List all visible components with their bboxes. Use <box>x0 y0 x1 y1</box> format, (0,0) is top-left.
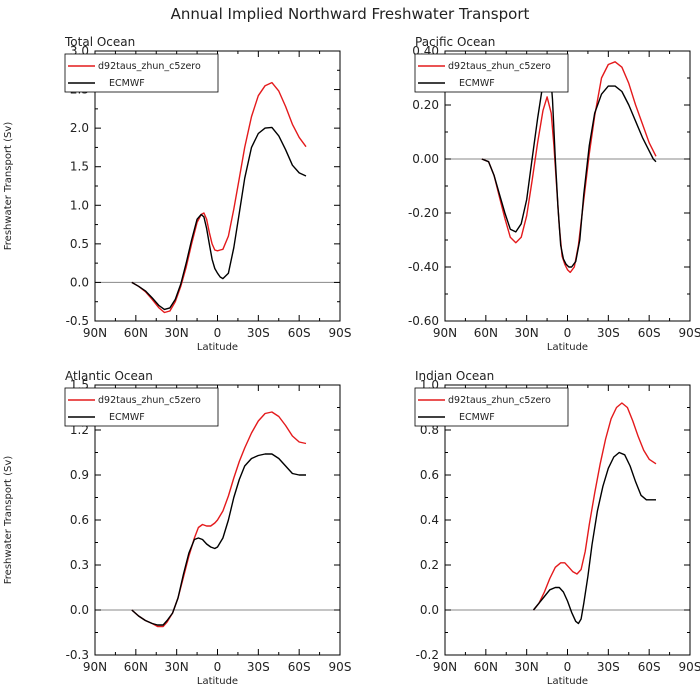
x-tick-label: 30N <box>165 326 189 340</box>
x-axis-label: Latitude <box>197 676 238 687</box>
legend: d92taus_zhun_c5zero ECMWF <box>414 387 569 427</box>
x-tick-label: 60S <box>638 326 661 340</box>
x-tick-label: 60N <box>474 660 498 674</box>
x-tick-label: 60S <box>638 660 661 674</box>
series-line-ecmwf <box>481 61 657 268</box>
y-tick-label: 0.6 <box>70 513 89 527</box>
legend-label: ECMWF <box>459 412 495 423</box>
x-axis-label: Latitude <box>547 676 588 687</box>
legend: d92taus_zhun_c5zero ECMWF <box>64 53 219 93</box>
x-tick-label: 0 <box>564 660 572 674</box>
legend-label: d92taus_zhun_c5zero <box>448 395 551 406</box>
panel-title: Atlantic Ocean <box>65 369 153 383</box>
series-line-model <box>481 61 657 274</box>
legend-box <box>414 387 569 427</box>
legend-label: d92taus_zhun_c5zero <box>448 61 551 72</box>
legend-label: ECMWF <box>459 78 495 89</box>
x-tick-label: 60N <box>124 326 148 340</box>
chart-panels: -0.50.00.51.01.52.02.53.090N60N30N030S60… <box>3 35 700 687</box>
y-tick-label: 0.6 <box>420 468 439 482</box>
x-axis-label: Latitude <box>547 342 588 353</box>
x-tick-label: 90N <box>83 660 107 674</box>
x-tick-label: 30N <box>515 660 539 674</box>
y-tick-label: -0.40 <box>408 260 439 274</box>
x-tick-label: 30S <box>247 660 270 674</box>
panel-title: Total Ocean <box>64 35 135 49</box>
panel-title: Pacific Ocean <box>415 35 495 49</box>
legend-label: ECMWF <box>109 78 145 89</box>
x-tick-label: 0 <box>214 660 222 674</box>
y-tick-label: 0.8 <box>420 423 439 437</box>
series-line-ecmwf <box>131 453 306 626</box>
panel-title: Indian Ocean <box>415 369 494 383</box>
y-tick-label: 0.20 <box>412 98 439 112</box>
x-tick-label: 30N <box>165 660 189 674</box>
x-tick-label: 60N <box>124 660 148 674</box>
series-line-model <box>532 402 657 611</box>
y-tick-label: 1.2 <box>70 423 89 437</box>
legend-box <box>64 53 219 93</box>
chart-panel-1: -0.50.00.51.01.52.02.53.090N60N30N030S60… <box>3 35 351 353</box>
x-tick-label: 30S <box>597 660 620 674</box>
x-tick-label: 90N <box>433 660 457 674</box>
y-tick-label: 0.4 <box>420 513 439 527</box>
x-tick-label: 90S <box>679 326 700 340</box>
y-axis-label: Freshwater Transport (Sv) <box>3 122 14 251</box>
y-tick-label: -0.60 <box>408 314 439 328</box>
y-tick-label: -0.5 <box>66 314 89 328</box>
y-tick-label: 0.00 <box>412 152 439 166</box>
y-axis-label: Freshwater Transport (Sv) <box>3 456 14 585</box>
y-tick-label: 0.0 <box>70 603 89 617</box>
legend-label: d92taus_zhun_c5zero <box>98 395 201 406</box>
x-tick-label: 90N <box>83 326 107 340</box>
x-tick-label: 90S <box>679 660 700 674</box>
y-tick-label: -0.20 <box>408 206 439 220</box>
y-tick-label: 0.0 <box>420 603 439 617</box>
x-tick-label: 90N <box>433 326 457 340</box>
y-tick-label: 0.2 <box>420 558 439 572</box>
x-tick-label: 0 <box>214 326 222 340</box>
legend-box <box>414 53 569 93</box>
y-tick-label: 1.5 <box>70 160 89 174</box>
x-tick-label: 90S <box>329 660 352 674</box>
y-tick-label: 1.0 <box>70 198 89 212</box>
x-tick-label: 60S <box>288 660 311 674</box>
series-line-model <box>131 81 307 314</box>
legend: d92taus_zhun_c5zero ECMWF <box>64 387 219 427</box>
x-tick-label: 30S <box>597 326 620 340</box>
y-tick-label: -0.2 <box>416 648 439 662</box>
y-tick-label: 0.9 <box>70 468 89 482</box>
y-tick-label: 0.0 <box>70 275 89 289</box>
x-tick-label: 60N <box>474 326 498 340</box>
x-tick-label: 0 <box>564 326 572 340</box>
series-line-ecmwf <box>131 126 307 311</box>
x-tick-label: 60S <box>288 326 311 340</box>
legend: d92taus_zhun_c5zero ECMWF <box>414 53 569 93</box>
x-tick-label: 30N <box>515 326 539 340</box>
x-axis-label: Latitude <box>197 342 238 353</box>
x-tick-label: 90S <box>329 326 352 340</box>
y-tick-label: -0.3 <box>66 648 89 662</box>
y-tick-label: 2.0 <box>70 121 89 135</box>
y-tick-label: 0.3 <box>70 558 89 572</box>
figure-title: Annual Implied Northward Freshwater Tran… <box>171 5 530 23</box>
y-tick-label: 0.5 <box>70 237 89 251</box>
x-tick-label: 30S <box>247 326 270 340</box>
series-line-ecmwf <box>532 451 656 625</box>
legend-label: d92taus_zhun_c5zero <box>98 61 201 72</box>
legend-label: ECMWF <box>109 412 145 423</box>
legend-box <box>64 387 219 427</box>
series-line-model <box>131 411 307 628</box>
